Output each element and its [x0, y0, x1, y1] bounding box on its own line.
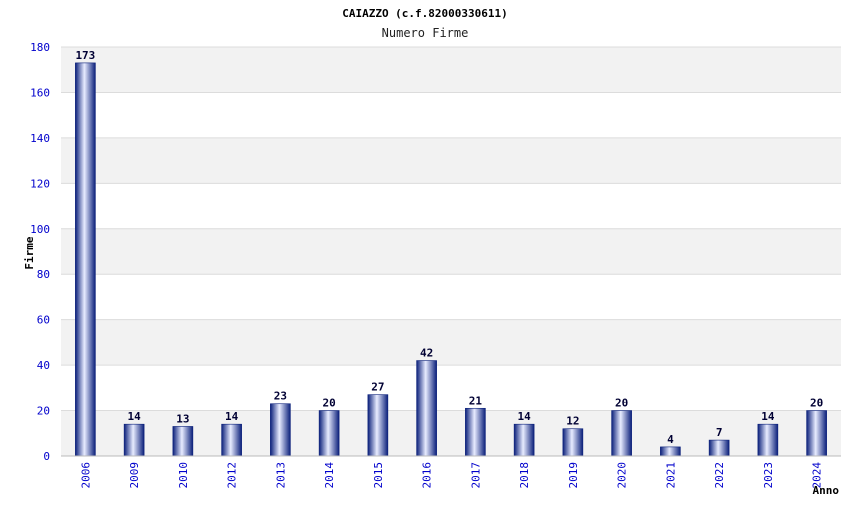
bar [221, 423, 242, 457]
data-labels-group: 173 14 13 14 23 20 27 42 21 14 12 20 4 7 14 20 [75, 49, 823, 446]
y-tick-label: 60 [37, 314, 50, 327]
x-tick-label: 2023 [762, 462, 775, 489]
y-tick-label: 140 [30, 132, 50, 145]
background-band [61, 365, 841, 411]
bar [172, 426, 194, 457]
y-tick-label: 40 [37, 359, 50, 372]
bar [465, 407, 486, 457]
y-tick-label: 120 [30, 177, 50, 190]
x-tick-label: 2020 [616, 462, 629, 489]
x-tick-label: 2013 [274, 462, 287, 489]
bar [318, 410, 340, 457]
y-axis-ticks: 0 20 40 60 80 100 120 140 160 180 [30, 41, 50, 463]
bar [513, 423, 535, 457]
x-tick-label: 2021 [664, 462, 677, 489]
chart-title: CAIAZZO (c.f.82000330611) [342, 7, 508, 20]
bars-group [75, 62, 827, 457]
background-band [61, 47, 841, 93]
data-label: 13 [176, 412, 189, 425]
data-label: 21 [469, 394, 483, 407]
data-label: 27 [371, 381, 384, 394]
data-label: 14 [225, 410, 239, 423]
x-tick-label: 2010 [177, 462, 190, 489]
bar [270, 403, 291, 457]
background-band [61, 92, 841, 138]
x-tick-label: 2009 [128, 462, 141, 489]
bar [806, 410, 827, 457]
x-tick-label: 2024 [811, 462, 824, 489]
grid-lines [61, 46, 841, 457]
data-label: 14 [518, 410, 532, 423]
chart-subtitle: Numero Firme [382, 26, 469, 40]
x-tick-label: 2022 [713, 462, 726, 489]
data-label: 14 [128, 410, 142, 423]
bar [562, 428, 584, 457]
bar [611, 410, 632, 457]
y-tick-label: 160 [30, 86, 50, 99]
bar [75, 62, 96, 457]
background-band [61, 228, 841, 275]
x-tick-label: 2012 [226, 462, 239, 489]
x-tick-label: 2018 [518, 462, 531, 489]
bar [660, 446, 681, 457]
x-tick-label: 2019 [567, 462, 580, 489]
background-band [61, 319, 841, 366]
bar [367, 394, 389, 457]
x-axis-ticks: 2006 2009 2010 2012 2013 2014 2015 2016 2017 2018… [79, 462, 823, 489]
data-label: 7 [716, 426, 723, 439]
y-axis-label: Firme [23, 236, 36, 269]
data-label: 14 [761, 410, 775, 423]
y-tick-label: 100 [30, 223, 50, 236]
bar [123, 423, 145, 457]
data-label: 42 [420, 347, 433, 360]
y-tick-label: 80 [37, 268, 50, 281]
x-tick-label: 2016 [421, 462, 434, 489]
data-label: 20 [323, 397, 336, 410]
data-label: 23 [274, 390, 287, 403]
bar [757, 423, 779, 457]
data-label: 12 [566, 415, 579, 428]
y-tick-label: 20 [37, 405, 50, 418]
data-label: 20 [615, 397, 628, 410]
x-tick-label: 2017 [469, 462, 482, 489]
data-label: 20 [810, 397, 823, 410]
x-tick-label: 2006 [79, 462, 92, 489]
data-label: 4 [667, 433, 674, 446]
bar [708, 439, 730, 457]
background-band [61, 183, 841, 229]
background-band [61, 137, 841, 184]
x-tick-label: 2015 [372, 462, 385, 489]
y-tick-label: 180 [30, 41, 50, 54]
background-bands [61, 47, 841, 456]
bar [416, 360, 437, 457]
x-axis-label: Anno [813, 484, 840, 497]
x-tick-label: 2014 [323, 462, 336, 489]
y-tick-label: 0 [43, 450, 50, 463]
data-label: 173 [75, 49, 95, 62]
background-band [61, 274, 841, 320]
